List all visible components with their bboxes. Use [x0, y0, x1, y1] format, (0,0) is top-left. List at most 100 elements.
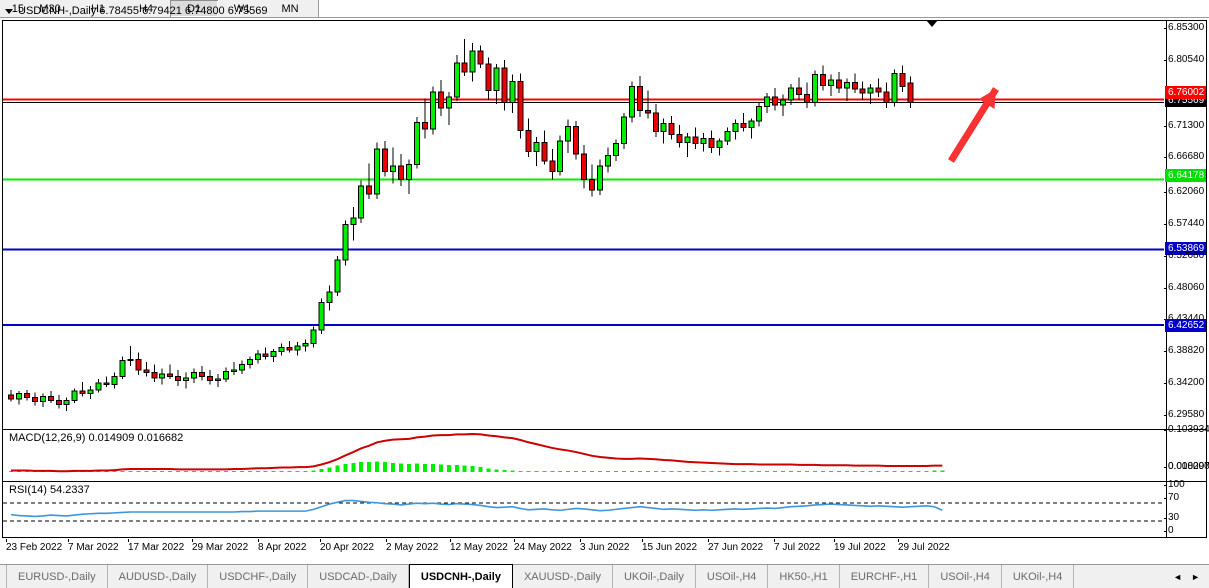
time-axis-tick	[68, 539, 69, 542]
timeframe-label: H4	[138, 2, 154, 15]
price-scale-label: 0.018297	[1168, 461, 1209, 472]
time-axis-tick	[6, 539, 7, 542]
price-scale[interactable]: 6.85300 6.80540 6.76002 6.75569 6.71300 6.666…	[1164, 20, 1209, 538]
price-scale-label: 6.38820	[1168, 345, 1205, 356]
time-axis-tick	[514, 539, 515, 542]
rsi-label: RSI(14) 54.2337	[9, 484, 90, 496]
price-scale-label: 30	[1168, 512, 1180, 523]
symbol-tab-bar: EURUSD-,Daily AUDUSD-,Daily USDCHF-,Daily U…	[0, 564, 1209, 588]
time-axis-tick	[708, 539, 709, 542]
time-axis-tick	[834, 539, 835, 542]
price-candlestick-canvas	[3, 38, 1164, 411]
time-axis-label: 2 May 2022	[386, 542, 439, 553]
time-axis-tick	[386, 539, 387, 542]
price-scale-label: 0.103934	[1168, 424, 1209, 435]
timeframe-button-h4[interactable]: H4	[122, 0, 170, 17]
time-axis-tick	[774, 539, 775, 542]
chart-frame[interactable]: MACD(12,26,9) 0.014909 0.016682 RSI(14) …	[2, 20, 1207, 538]
time-axis: 23 Feb 2022 7 Mar 2022 17 Mar 2022 29 Mar 2…	[2, 539, 1207, 559]
symbol-tab-5[interactable]: XAUUSD-,Daily	[512, 565, 613, 588]
time-axis-tick	[642, 539, 643, 542]
chart-symbol-header: USDCNH-,Daily 6.78455 6.79421 6.74800 6.…	[5, 5, 268, 17]
time-axis-label: 24 May 2022	[514, 542, 572, 553]
triangle-down-marker-icon[interactable]	[926, 20, 938, 27]
price-scale-label: 70	[1168, 492, 1180, 503]
rsi-canvas	[3, 499, 1164, 522]
time-axis-label: 3 Jun 2022	[580, 542, 630, 553]
symbol-tab-8[interactable]: HK50-,H1	[768, 565, 840, 588]
price-scale-tick	[1164, 224, 1167, 225]
time-axis-tick	[898, 539, 899, 542]
price-scale-tag-blue: 6.53869	[1165, 242, 1207, 255]
symbol-tab-1[interactable]: AUDUSD-,Daily	[107, 565, 209, 588]
timeframe-label: D1	[186, 2, 202, 15]
price-scale-label: 100	[1168, 479, 1185, 490]
macd-pane[interactable]: MACD(12,26,9) 0.014909 0.016682	[3, 429, 1206, 481]
symbol-tab-2[interactable]: USDCHF-,Daily	[208, 565, 309, 588]
timeframe-label: H1	[90, 2, 106, 15]
time-axis-label: 12 May 2022	[450, 542, 508, 553]
price-scale-label: 6.48060	[1168, 282, 1205, 293]
price-scale-label: 6.52680	[1168, 250, 1205, 261]
rsi-pane[interactable]: RSI(14) 54.2337	[3, 481, 1206, 537]
price-scale-label: 6.85300	[1168, 22, 1205, 33]
price-scale-tick	[1164, 288, 1167, 289]
price-scale-tick	[1164, 192, 1167, 193]
timeframe-button-w1[interactable]: W1	[218, 0, 266, 17]
price-scale-tick	[1164, 467, 1167, 468]
price-scale-tick	[1164, 430, 1167, 431]
price-scale-label: 6.34200	[1168, 377, 1205, 388]
price-scale-tick	[1164, 485, 1167, 486]
price-scale-tick	[1164, 157, 1167, 158]
timeframe-label: 15	[11, 2, 24, 15]
time-axis-label: 29 Mar 2022	[192, 542, 249, 553]
symbol-tab-active-4[interactable]: USDCNH-,Daily	[408, 564, 513, 588]
time-axis-label: 15 Jun 2022	[642, 542, 698, 553]
time-axis-label: 7 Mar 2022	[68, 542, 119, 553]
price-pane[interactable]	[3, 21, 1206, 429]
time-axis-label: 20 Apr 2022	[320, 542, 374, 553]
price-scale-label: 0.000000	[1168, 461, 1209, 472]
time-axis-label: 8 Apr 2022	[258, 542, 307, 553]
timeframe-button-m30[interactable]: M30	[26, 0, 74, 17]
timeframe-label: MN	[281, 2, 299, 15]
time-axis-label: 17 Mar 2022	[128, 542, 185, 553]
price-scale-label: 0	[1168, 525, 1174, 536]
time-axis-tick	[258, 539, 259, 542]
symbol-tab-6[interactable]: UKOil-,Daily	[612, 565, 696, 588]
price-scale-tick	[1164, 60, 1167, 61]
price-scale-tick	[1164, 351, 1167, 352]
symbol-tab-7[interactable]: USOil-,H4	[695, 565, 769, 588]
timeframe-button-h1[interactable]: H1	[74, 0, 122, 17]
timeframe-toolbar: 15 M30 H1 H4 D1 W1 MN	[0, 0, 1209, 18]
symbol-tab-11[interactable]: UKOil-,H4	[1001, 565, 1075, 588]
price-scale-tick	[1164, 531, 1167, 532]
time-axis-label: 23 Feb 2022	[6, 542, 63, 553]
symbol-tab-10[interactable]: USOil-,H4	[929, 565, 1002, 588]
tab-scroll-right-icon[interactable]: ►	[1191, 572, 1200, 582]
price-scale-label: 6.80540	[1168, 54, 1205, 65]
toolbar-separator	[314, 0, 319, 17]
toolbar-empty-area	[319, 0, 1209, 17]
price-scale-label: 6.71300	[1168, 120, 1205, 131]
price-scale-tick	[1164, 28, 1167, 29]
symbol-tab-9[interactable]: EURCHF-,H1	[839, 565, 930, 588]
price-scale-tag-green: 6.64178	[1165, 169, 1207, 182]
time-axis-label: 27 Jun 2022	[708, 542, 764, 553]
price-scale-tick	[1164, 415, 1167, 416]
tab-scroll-left-icon[interactable]: ◄	[1173, 572, 1183, 582]
timeframe-button-d1[interactable]: D1	[170, 0, 218, 17]
price-scale-label: 6.43440	[1168, 313, 1204, 324]
symbol-tab-3[interactable]: USDCAD-,Daily	[308, 565, 409, 588]
timeframe-label: M30	[39, 2, 61, 15]
price-scale-tag-red: 6.76002	[1165, 86, 1207, 99]
price-scale-tick	[1164, 256, 1167, 257]
timeframe-button-mn[interactable]: MN	[266, 0, 314, 17]
time-axis-tick	[320, 539, 321, 542]
price-scale-tick	[1164, 126, 1167, 127]
triangle-down-icon[interactable]	[5, 8, 13, 14]
price-scale-tick	[1164, 518, 1167, 519]
symbol-tab-0[interactable]: EURUSD-,Daily	[7, 565, 108, 588]
price-scale-tick	[1164, 383, 1167, 384]
